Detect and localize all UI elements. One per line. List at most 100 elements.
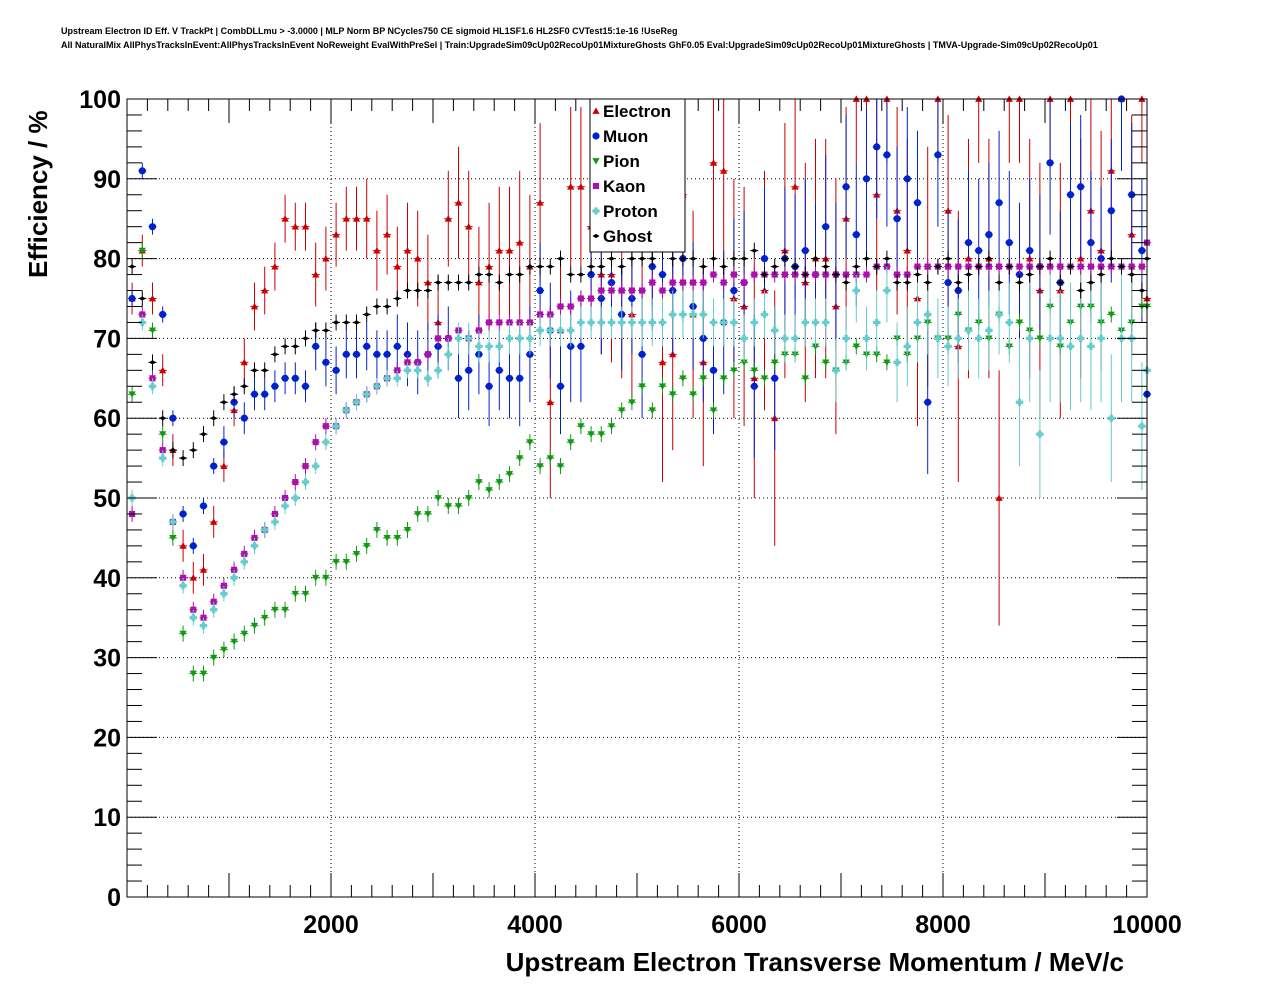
proton-point: [271, 518, 279, 526]
proton-point: [1026, 334, 1034, 342]
proton-point: [913, 318, 922, 327]
muon-point: [383, 350, 391, 358]
kaon-point: [700, 279, 707, 286]
pion-point: [669, 391, 677, 398]
ghost-point: [679, 256, 687, 261]
proton-point: [240, 558, 248, 566]
legend-box: [589, 98, 686, 253]
ghost-point: [934, 264, 942, 269]
legend-label-muon: Muon: [603, 127, 648, 146]
proton-point: [373, 382, 381, 390]
ghost-point: [169, 447, 177, 453]
kaon-point: [679, 279, 686, 286]
kaon-point: [608, 287, 615, 294]
muon-point: [944, 278, 952, 287]
pion-point: [1015, 319, 1024, 327]
electron-point: [332, 231, 340, 238]
muon-point: [301, 382, 310, 390]
proton-point: [771, 326, 779, 335]
proton-point: [873, 318, 881, 327]
proton-point: [291, 494, 299, 502]
proton-point: [454, 334, 463, 342]
ghost-point: [648, 256, 656, 261]
kaon-point: [322, 423, 329, 430]
pion-point: [648, 407, 656, 414]
proton-point: [597, 318, 605, 327]
electron-point: [516, 239, 524, 246]
kaon-point: [649, 279, 656, 286]
chart-title-line-2: All NaturalMix AllPhysTracksInEvent:AllP…: [61, 40, 1098, 50]
ghost-point: [964, 272, 973, 277]
electron-point: [301, 223, 310, 230]
pion-point: [516, 455, 524, 462]
pion-point: [230, 638, 238, 646]
proton-point: [658, 318, 667, 327]
electron-point: [363, 215, 371, 222]
ghost-point: [975, 264, 983, 269]
muon-point: [352, 350, 361, 358]
electron-point: [342, 215, 350, 222]
ghost-point: [954, 280, 962, 285]
ghost-point: [393, 296, 401, 301]
electron-point: [485, 262, 493, 270]
ghost-point: [811, 256, 820, 261]
muon-point: [1128, 191, 1136, 199]
proton-point: [618, 318, 626, 327]
pion-point: [342, 558, 350, 566]
proton-point: [1107, 414, 1115, 422]
kaon-point: [730, 271, 737, 278]
pion-point: [740, 359, 748, 366]
muon-point: [363, 342, 371, 350]
kaon-point: [220, 582, 227, 589]
electron-point: [271, 262, 279, 270]
electron-point: [403, 247, 412, 254]
ghost-point: [475, 272, 483, 277]
proton-point: [689, 310, 697, 319]
electron-point: [179, 542, 187, 549]
ghost-point: [210, 416, 218, 421]
ghost-point: [312, 328, 320, 333]
pion-point: [261, 614, 269, 622]
electron-point: [373, 247, 381, 254]
muon-point: [903, 175, 911, 183]
kaon-point: [312, 439, 319, 446]
proton-point: [1056, 334, 1064, 342]
ghost-point: [577, 272, 585, 277]
muon-point: [495, 366, 503, 374]
kaon-point: [955, 263, 962, 270]
ghost-point: [1026, 272, 1034, 277]
ghost-point: [138, 296, 146, 301]
ghost-point: [597, 264, 605, 269]
ghost-point: [873, 264, 881, 269]
ghost-point: [995, 280, 1003, 285]
ghost-point: [363, 312, 371, 317]
kaon-point: [302, 463, 309, 470]
y-tick-label: 90: [93, 166, 121, 194]
ghost-point: [638, 256, 646, 261]
electron-point: [567, 183, 575, 190]
proton-point: [261, 526, 269, 534]
proton-point: [699, 310, 707, 319]
pion-point: [148, 327, 157, 335]
proton-point: [342, 406, 350, 414]
proton-point: [1005, 318, 1013, 327]
ghost-point: [628, 256, 636, 261]
proton-point: [822, 318, 830, 327]
electron-point: [199, 566, 208, 573]
proton-point: [607, 318, 616, 327]
pion-point: [250, 622, 259, 630]
proton-point: [148, 382, 157, 390]
ghost-point: [913, 272, 922, 277]
ghost-point: [760, 272, 769, 277]
proton-point: [444, 350, 452, 358]
muon-point: [312, 342, 320, 350]
muon-point: [1005, 239, 1013, 247]
proton-point: [577, 318, 585, 327]
legend-marker-electron: [592, 107, 600, 114]
kaon-point: [577, 295, 584, 302]
proton-point: [954, 334, 962, 342]
pion-point: [383, 535, 391, 542]
proton-point: [1036, 430, 1044, 438]
proton-point: [587, 318, 595, 327]
proton-point: [414, 366, 422, 374]
